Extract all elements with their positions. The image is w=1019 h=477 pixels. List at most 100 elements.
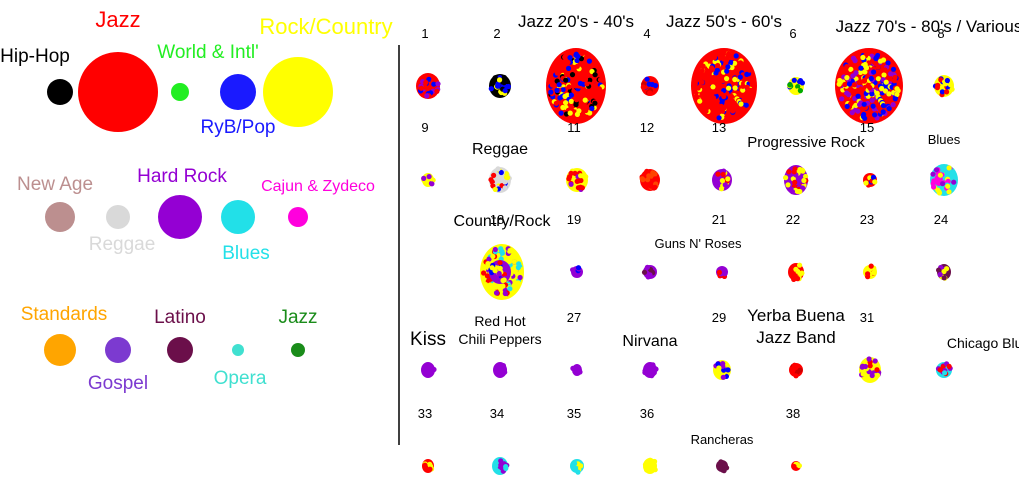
cluster-dot <box>855 108 861 114</box>
cluster-dot <box>890 102 896 108</box>
cluster-dot <box>497 463 503 469</box>
cluster-label: Chicago Blues <box>947 335 1019 351</box>
cluster-dot <box>750 87 756 93</box>
cluster-dot <box>797 188 803 195</box>
cluster-dot <box>749 81 755 87</box>
cluster-dot <box>497 77 503 83</box>
cluster-dot <box>791 463 797 470</box>
cluster-dot <box>644 76 650 82</box>
cluster-dot <box>880 57 887 63</box>
cluster-dot <box>483 282 489 288</box>
cluster-dot <box>693 78 699 84</box>
cluster-6: 6 <box>787 26 806 95</box>
cluster-dot <box>741 97 747 103</box>
cluster-label: 12 <box>640 120 654 135</box>
cluster-dot <box>652 458 658 465</box>
cluster-reggae: Reggae <box>472 141 528 193</box>
cluster-dot <box>720 361 726 367</box>
cluster-dot <box>493 284 499 290</box>
cluster-dot <box>577 369 583 375</box>
cluster-dot <box>514 284 520 290</box>
cluster-dot <box>725 176 731 182</box>
cluster-2: 2 <box>488 26 511 98</box>
cluster-label: Blues <box>928 132 961 147</box>
cluster-dot <box>582 104 588 110</box>
cluster-dot <box>716 365 722 371</box>
cluster-dot <box>797 166 803 173</box>
cluster-dot <box>572 461 578 467</box>
cluster-dot <box>426 365 433 371</box>
cluster-dot <box>720 171 726 177</box>
cluster-dot <box>879 85 885 92</box>
cluster-dot <box>724 68 730 74</box>
legend-label: Hip-Hop <box>0 46 70 67</box>
cluster-35: 35 <box>567 406 584 475</box>
cluster-dot <box>933 167 940 173</box>
genre-legend: Hip-Hop Jazz World & Intl' RyB/Pop Rock/Coun… <box>0 7 392 394</box>
legend-swatch <box>220 74 256 110</box>
cluster-dot <box>586 58 593 64</box>
cluster-dot <box>894 86 900 92</box>
legend-label: Gospel <box>88 373 148 394</box>
cluster-8: 8 <box>932 26 955 98</box>
cluster-dot <box>695 74 701 80</box>
cluster-dot <box>716 80 722 86</box>
cluster-dot <box>644 467 650 473</box>
cluster-dot <box>488 86 494 92</box>
cluster-dot <box>589 105 595 112</box>
cluster-dot <box>728 59 734 66</box>
cluster-label: Country/Rock <box>454 213 552 230</box>
cluster-label: 36 <box>640 406 654 421</box>
cluster-dot <box>940 167 946 173</box>
cluster-dot <box>936 267 942 273</box>
cluster-label: Jazz 70's - 80's / Various <box>836 17 1019 36</box>
cluster-dot <box>873 61 879 67</box>
cluster-dot <box>937 172 944 178</box>
cluster-dot <box>724 56 730 62</box>
cluster-dot <box>795 276 801 282</box>
legend-item-jazz: Jazz <box>278 307 318 357</box>
cluster-dot <box>559 62 565 69</box>
cluster-dot <box>735 68 741 74</box>
cluster-dot <box>706 80 712 86</box>
cluster-1: 1 <box>416 26 441 99</box>
cluster-dot <box>426 174 432 180</box>
cluster-dot <box>801 177 807 184</box>
cluster-dot <box>844 64 850 70</box>
cluster-dot <box>570 267 576 273</box>
cluster-dot <box>851 82 857 88</box>
cluster-dot <box>873 54 880 60</box>
cluster-dot <box>875 76 882 82</box>
legend-label: Jazz <box>278 307 317 328</box>
cluster-yerba-buena-jazz-band: Yerba Buena Jazz Band <box>747 306 845 379</box>
cluster-dot <box>735 105 741 111</box>
cluster-dot <box>869 372 875 379</box>
cluster-dot <box>587 63 594 69</box>
cluster-dot <box>583 107 589 114</box>
cluster-dot <box>421 175 427 181</box>
legend-swatch <box>291 343 305 357</box>
cluster-dot <box>850 55 857 61</box>
cluster-dot <box>515 264 522 271</box>
cluster-dot <box>721 93 727 100</box>
cluster-dot <box>715 171 721 177</box>
cluster-dot <box>575 469 581 475</box>
cluster-dot <box>931 178 937 184</box>
cluster-dot <box>567 110 573 116</box>
cluster-24: 24 <box>934 212 951 281</box>
cluster-dot <box>553 100 559 106</box>
cluster-dot <box>484 273 490 279</box>
cluster-dot <box>719 178 726 184</box>
cluster-dot <box>732 80 738 86</box>
cluster-dot <box>645 177 651 183</box>
cluster-dot <box>579 51 585 57</box>
cluster-dot <box>732 76 738 83</box>
cluster-dot <box>797 367 803 373</box>
cluster-dot <box>567 55 573 61</box>
legend-label: Blues <box>222 243 270 264</box>
cluster-dot <box>791 276 797 282</box>
cluster-dot <box>861 78 867 84</box>
cluster-dot <box>783 175 789 181</box>
cluster-dot <box>713 176 719 182</box>
legend-item-rock-country: Rock/Country <box>259 14 393 127</box>
